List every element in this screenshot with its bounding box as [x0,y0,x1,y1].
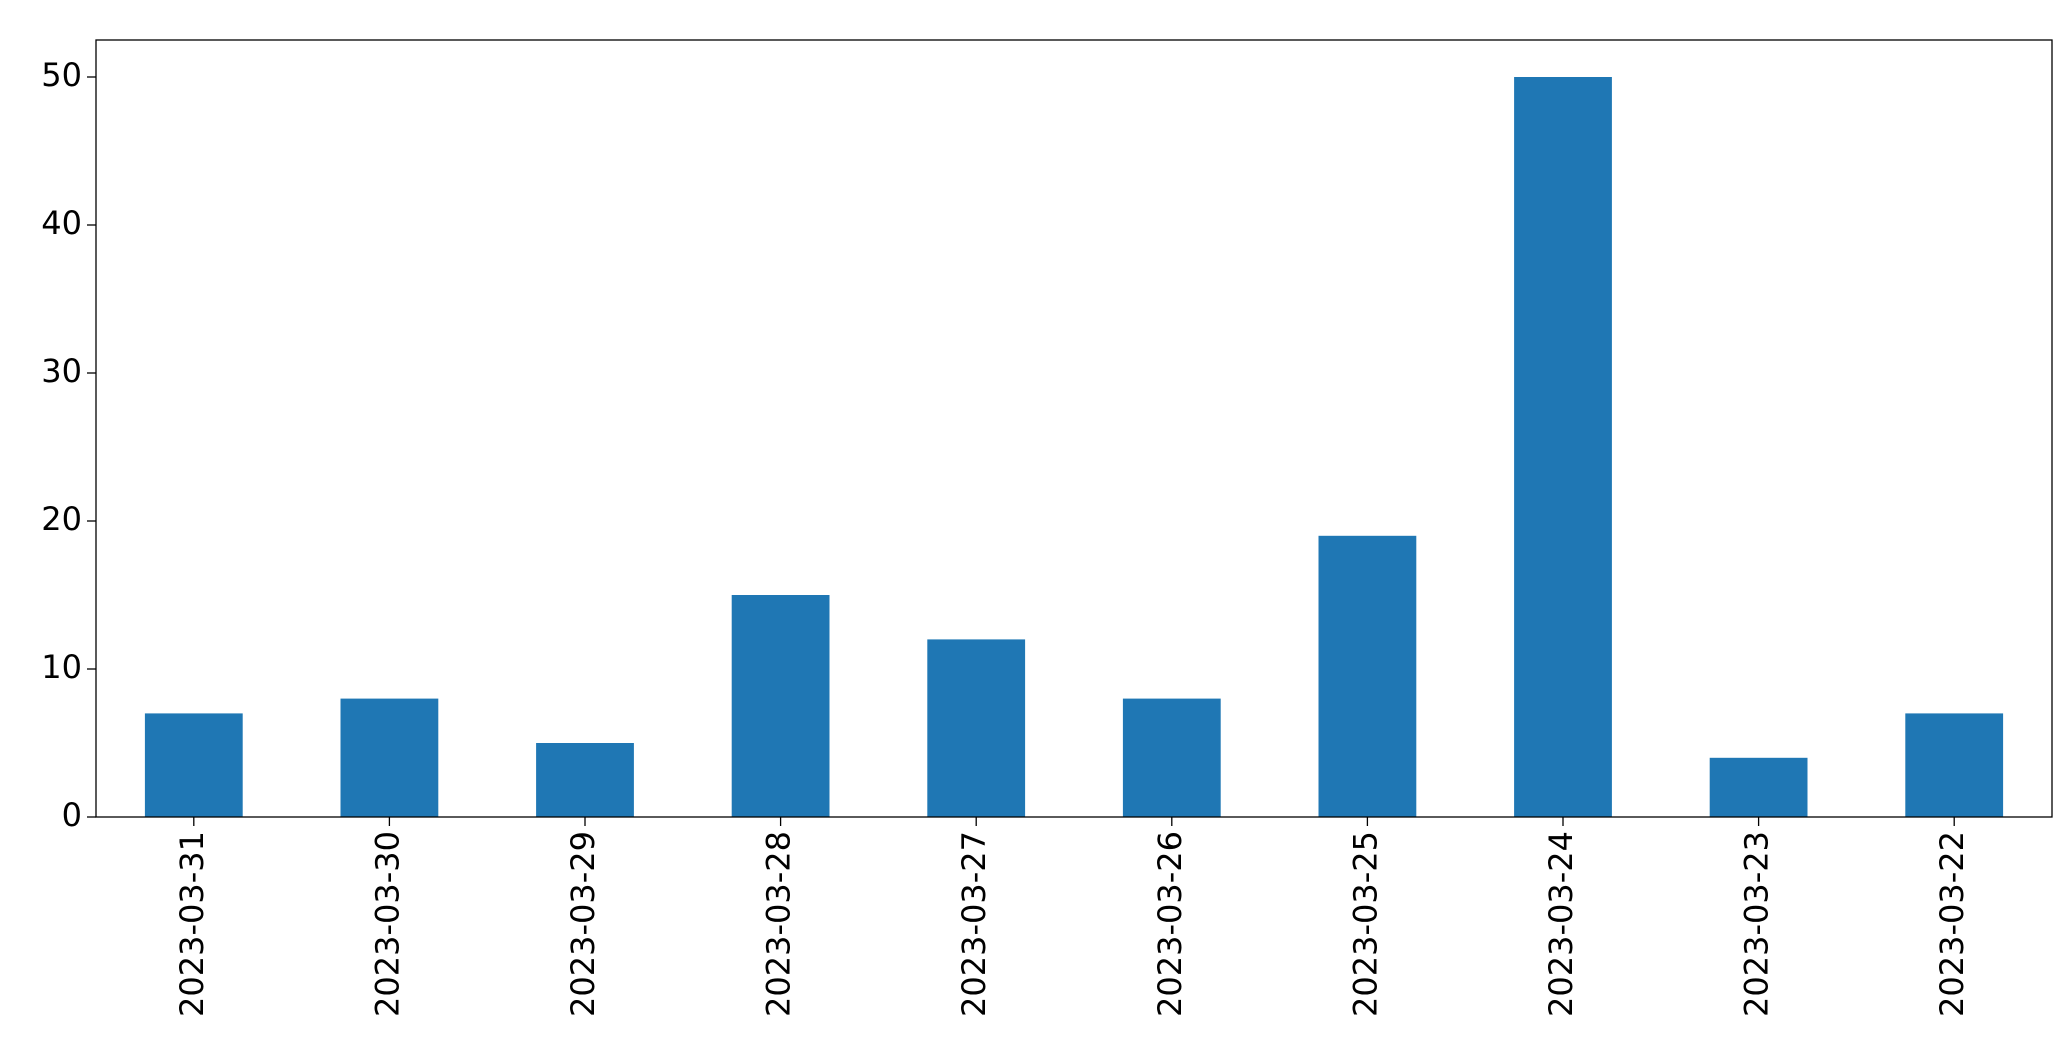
x-tick-label: 2023-03-24 [1542,831,1580,1017]
y-tick-label: 50 [41,56,82,94]
x-tick-label: 2023-03-28 [760,831,798,1017]
bar [927,639,1026,817]
bar [731,595,830,817]
bar [1318,535,1417,817]
x-tick-label: 2023-03-29 [564,831,602,1017]
x-tick-label: 2023-03-30 [368,831,406,1017]
y-tick-label: 30 [41,352,82,390]
bar [536,743,634,817]
y-tick-label: 0 [62,796,82,834]
bar [1514,77,1612,817]
bar [144,713,243,817]
y-tick-label: 40 [41,204,82,242]
y-tick-label: 20 [41,500,82,538]
x-tick-label: 2023-03-27 [955,831,993,1017]
bar [1709,757,1808,817]
bar [1905,713,2004,817]
bar [340,698,439,817]
bar [1122,698,1221,817]
x-tick-label: 2023-03-26 [1151,831,1189,1017]
x-tick-label: 2023-03-31 [173,831,211,1017]
x-tick-label: 2023-03-23 [1738,831,1776,1017]
plot-frame [95,39,2053,818]
x-tick-label: 2023-03-25 [1346,831,1384,1017]
x-tick-label: 2023-03-22 [1933,831,1971,1017]
y-tick-label: 10 [41,648,82,686]
